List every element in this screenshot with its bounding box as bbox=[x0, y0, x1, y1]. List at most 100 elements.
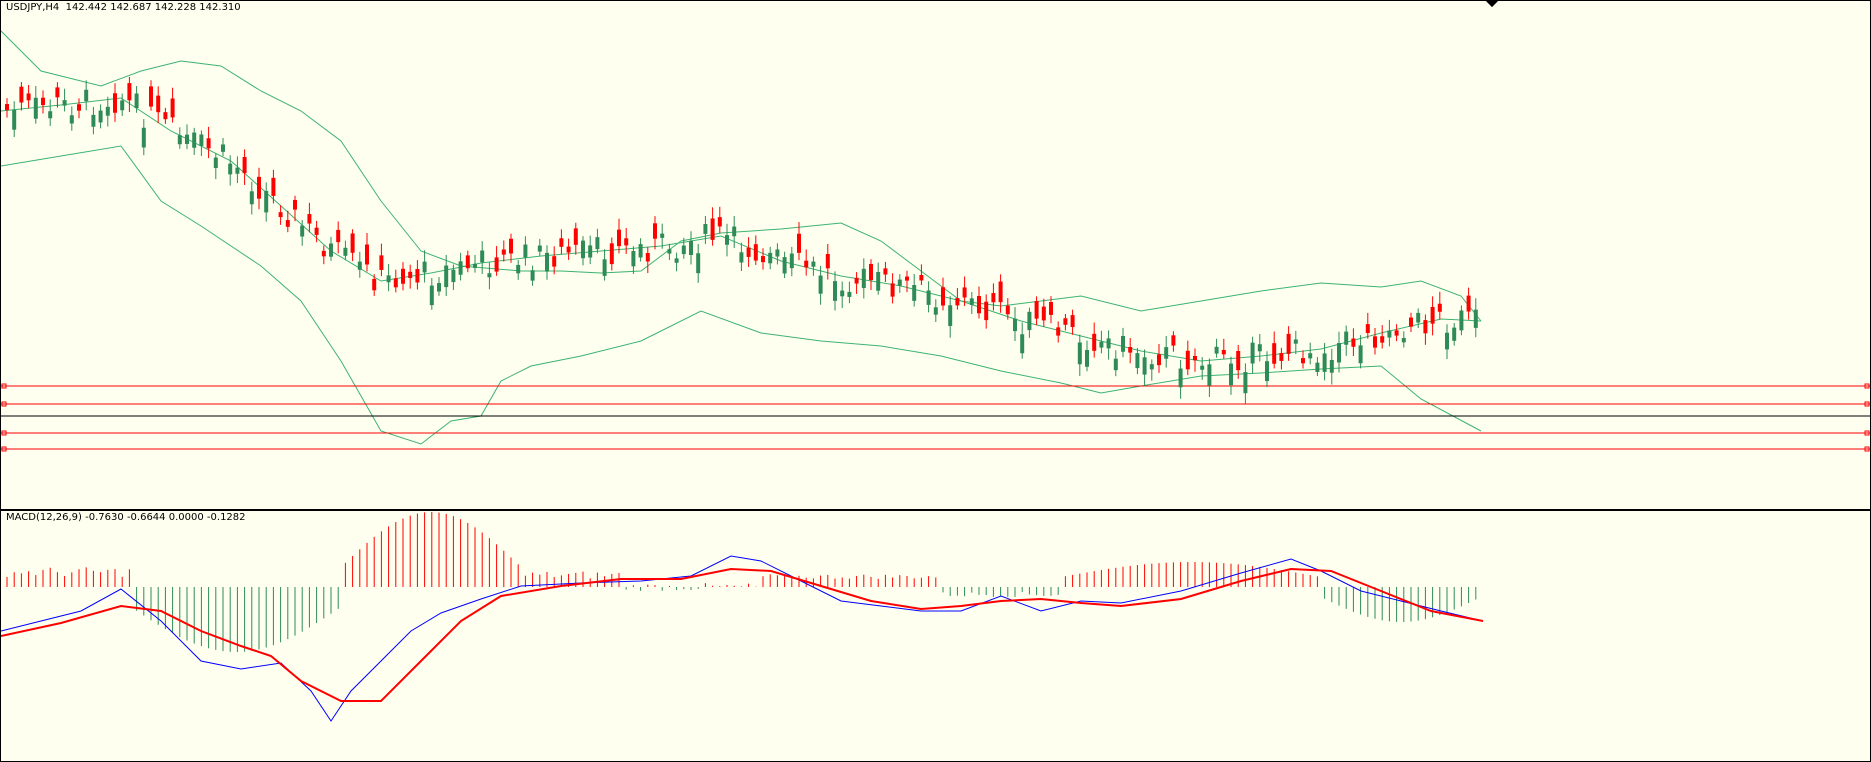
candle-body bbox=[624, 238, 629, 246]
candle-body bbox=[1286, 333, 1291, 354]
candle-body bbox=[1459, 310, 1464, 331]
candle-body bbox=[566, 246, 571, 253]
candle-body bbox=[1250, 342, 1255, 364]
candle-body bbox=[199, 134, 204, 146]
candle-body bbox=[1193, 356, 1197, 361]
candle-body bbox=[595, 237, 600, 250]
candle-body bbox=[206, 138, 211, 149]
candle-body bbox=[141, 127, 146, 148]
candle-body bbox=[321, 250, 326, 257]
bollinger-middle-band bbox=[1, 97, 1482, 362]
candle-body bbox=[393, 278, 398, 288]
candle-body bbox=[379, 255, 384, 270]
candle-body bbox=[84, 89, 89, 102]
candle-body bbox=[12, 109, 17, 130]
candle-body bbox=[581, 240, 585, 259]
level-handle-right bbox=[1864, 430, 1870, 436]
candle-body bbox=[653, 223, 657, 239]
candle-body bbox=[494, 257, 499, 272]
candle-body bbox=[156, 95, 161, 113]
candle-body bbox=[1322, 353, 1327, 372]
candle-body bbox=[1409, 317, 1413, 327]
candle-body bbox=[1473, 309, 1478, 328]
candle-body bbox=[552, 256, 557, 267]
macd-main-line bbox=[1, 555, 1484, 722]
candle-body bbox=[1121, 335, 1125, 352]
candle-body bbox=[545, 252, 549, 272]
candle-body bbox=[681, 245, 686, 255]
candle-body bbox=[77, 104, 81, 111]
macd-value-2: -0.6644 bbox=[126, 512, 166, 523]
candle-body bbox=[833, 281, 837, 301]
candle-body bbox=[609, 243, 614, 265]
candle-body bbox=[91, 114, 96, 127]
candle-body bbox=[5, 104, 9, 111]
candle-body bbox=[1329, 359, 1334, 373]
candle-body bbox=[1394, 330, 1399, 336]
candle-body bbox=[1070, 315, 1075, 328]
candle-body bbox=[926, 290, 931, 305]
candle-body bbox=[1214, 346, 1219, 354]
ohlc-high: 142.687 bbox=[110, 2, 152, 13]
candle-body bbox=[559, 238, 564, 247]
candle-body bbox=[41, 97, 45, 106]
candle-body bbox=[127, 83, 132, 101]
candle-body bbox=[1106, 338, 1111, 349]
candle-body bbox=[948, 305, 953, 326]
candle-body bbox=[501, 249, 506, 255]
candle-body bbox=[1236, 350, 1241, 371]
bollinger-upper-band bbox=[1, 30, 1482, 322]
candle-body bbox=[1351, 338, 1356, 347]
candle-body bbox=[1092, 333, 1097, 351]
candle-body bbox=[1423, 320, 1428, 334]
macd-value-1: -0.7630 bbox=[85, 512, 124, 523]
candle-body bbox=[1279, 352, 1284, 361]
candle-body bbox=[977, 296, 981, 314]
macd-chart[interactable] bbox=[1, 511, 1871, 762]
candle-body bbox=[437, 283, 441, 292]
price-chart-pane[interactable]: USDJPY,H4 142.442 142.687 142.228 142.31… bbox=[0, 0, 1871, 510]
candle-body bbox=[847, 291, 852, 297]
candle-body bbox=[955, 298, 960, 306]
macd-signal-line bbox=[1, 567, 1484, 702]
candle-body bbox=[775, 249, 780, 257]
candle-body bbox=[890, 283, 895, 297]
chart-header: USDJPY,H4 142.442 142.687 142.228 142.31… bbox=[6, 2, 241, 13]
ohlc-close: 142.310 bbox=[199, 2, 241, 13]
macd-pane[interactable]: MACD(12,26,9) -0.7630 -0.6644 0.0000 -0.… bbox=[0, 510, 1871, 762]
candle-body bbox=[487, 273, 492, 278]
candle-body bbox=[1171, 335, 1176, 346]
candle-body bbox=[134, 93, 139, 109]
candle-body bbox=[1315, 362, 1320, 372]
candle-body bbox=[1308, 353, 1313, 359]
candle-body bbox=[912, 284, 917, 301]
macd-header: MACD(12,26,9) -0.7630 -0.6644 0.0000 -0.… bbox=[6, 512, 246, 523]
candle-body bbox=[1221, 349, 1226, 355]
ohlc-open: 142.442 bbox=[65, 2, 108, 13]
level-handle-right bbox=[1864, 401, 1870, 407]
candle-body bbox=[451, 269, 456, 283]
candle-body bbox=[861, 268, 866, 289]
candle-body bbox=[465, 255, 470, 269]
candle-body bbox=[617, 229, 621, 247]
candle-body bbox=[1049, 302, 1053, 315]
candle-body bbox=[797, 233, 801, 253]
candle-body bbox=[293, 199, 297, 210]
candle-body bbox=[1149, 364, 1154, 370]
candle-body bbox=[840, 290, 845, 297]
candle-body bbox=[991, 293, 996, 303]
candle-body bbox=[1077, 342, 1082, 365]
candle-body bbox=[919, 274, 924, 281]
candle-body bbox=[1041, 306, 1046, 321]
candle-body bbox=[1034, 301, 1039, 319]
candle-body bbox=[271, 177, 276, 196]
candle-body bbox=[674, 258, 679, 263]
candle-body bbox=[703, 224, 708, 234]
candle-body bbox=[782, 257, 787, 274]
candle-body bbox=[1027, 311, 1032, 331]
price-chart[interactable] bbox=[1, 1, 1871, 510]
candle-body bbox=[530, 270, 535, 281]
candle-body bbox=[300, 225, 305, 237]
candle-body bbox=[768, 252, 773, 264]
candle-body bbox=[365, 244, 369, 265]
